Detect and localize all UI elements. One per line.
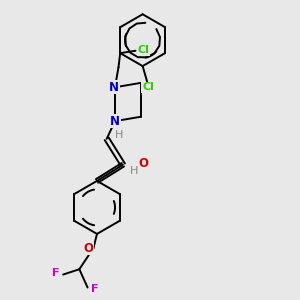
Text: H: H (115, 130, 123, 140)
Text: N: N (110, 115, 120, 128)
Text: Cl: Cl (137, 45, 149, 55)
Text: F: F (52, 268, 59, 278)
Text: F: F (91, 284, 99, 294)
Text: N: N (110, 81, 119, 94)
Text: O: O (83, 242, 93, 254)
Text: H: H (130, 166, 138, 176)
Text: Cl: Cl (142, 82, 154, 92)
Text: O: O (139, 157, 148, 170)
